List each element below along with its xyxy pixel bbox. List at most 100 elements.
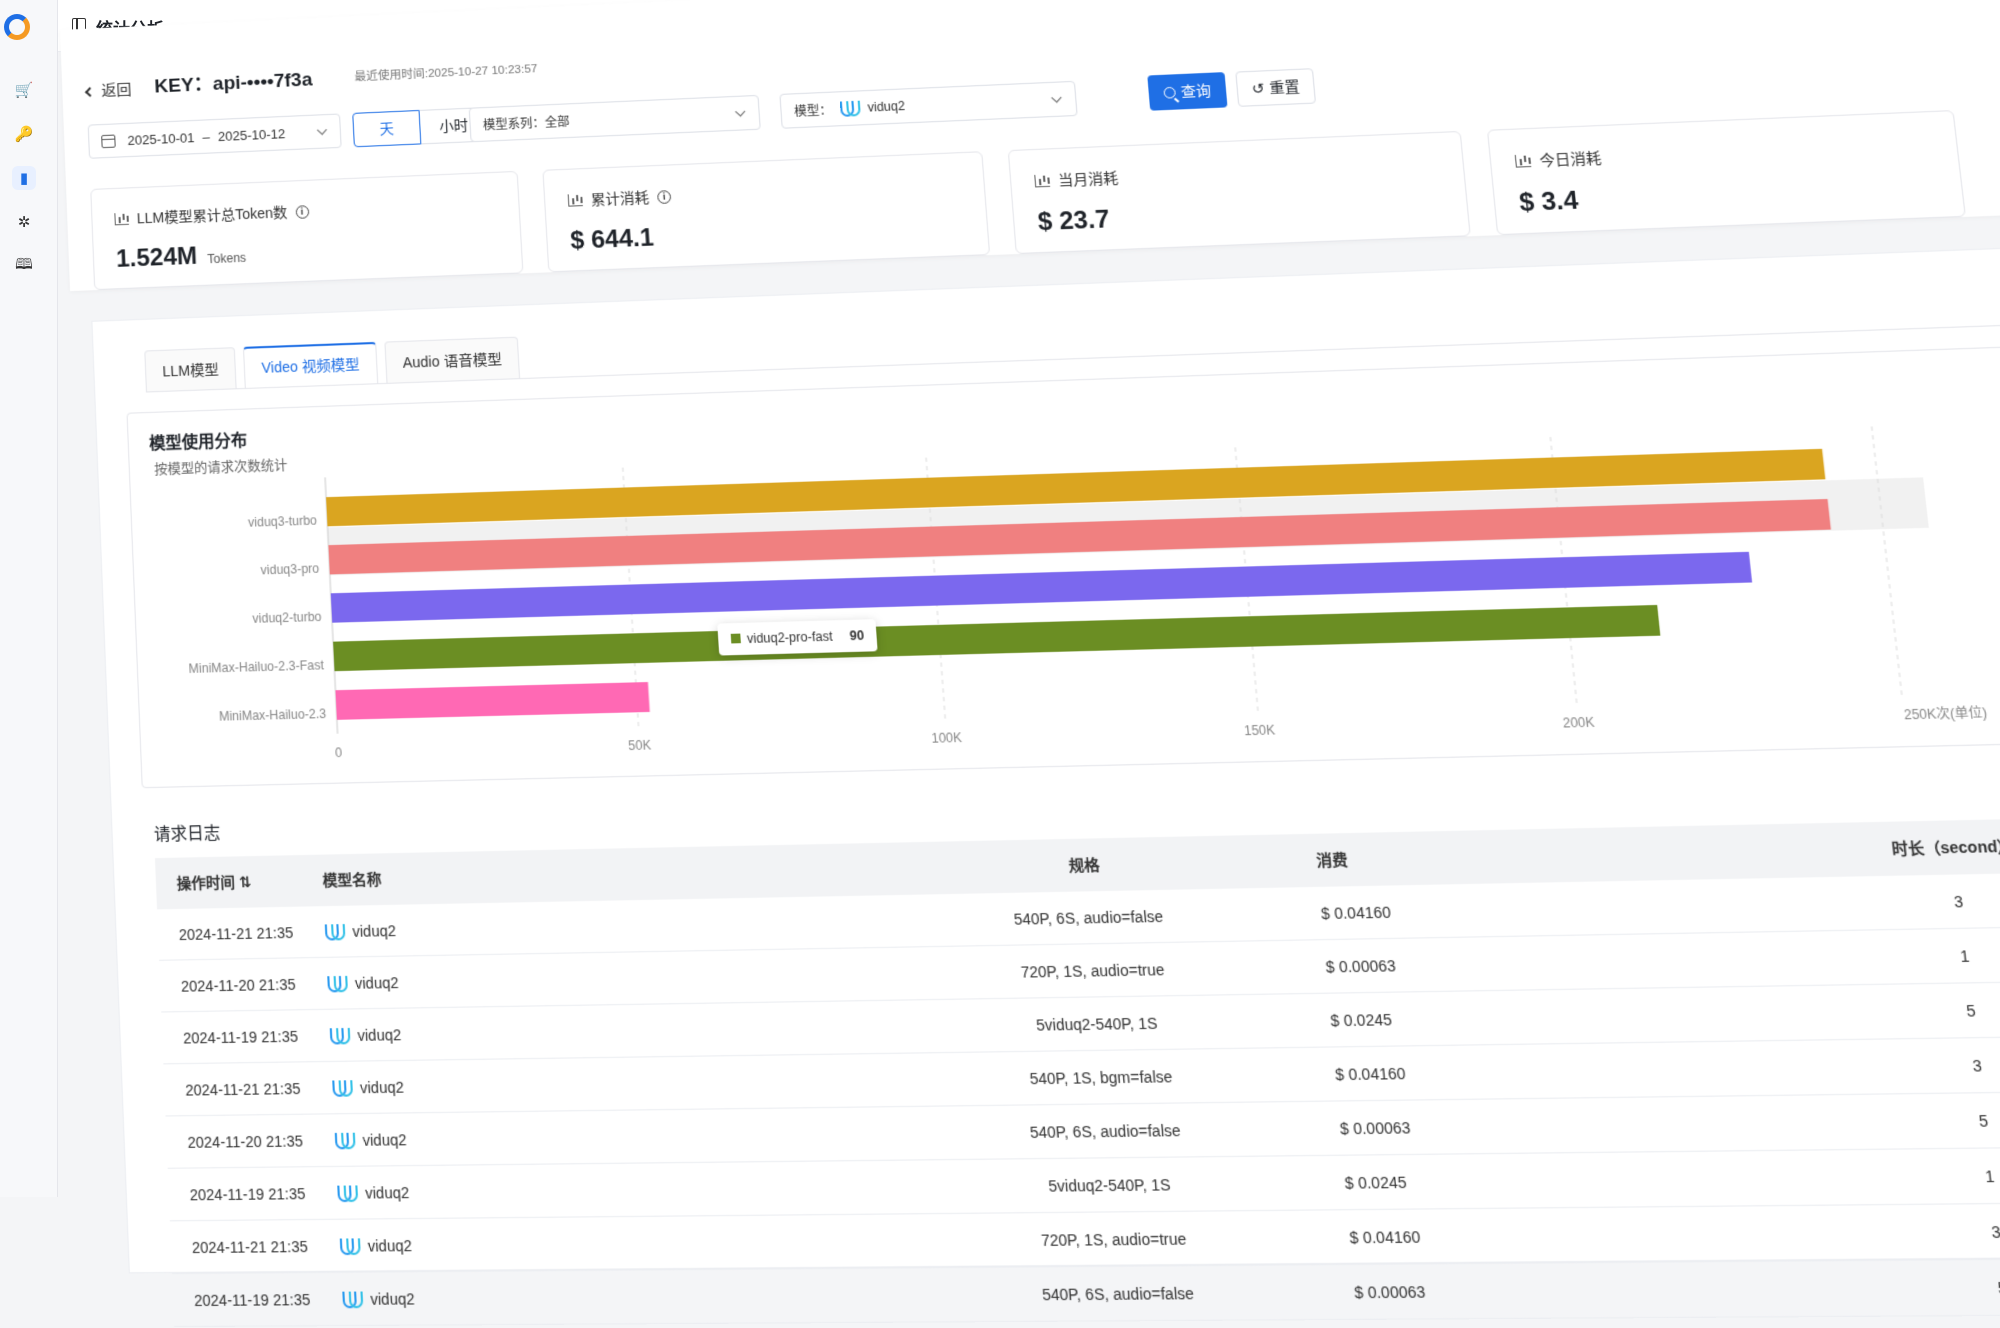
- chevron-left-icon: [85, 87, 95, 97]
- row-duration: 3: [1911, 1203, 2000, 1260]
- chevron-down-icon: [735, 107, 745, 117]
- tooltip-name: viduq2-pro-fast: [747, 629, 834, 646]
- date-start: 2025-10-01: [127, 130, 195, 148]
- row-duration: 5: [1887, 982, 2000, 1039]
- row-time: 2024-11-19 21:35: [193, 1273, 311, 1327]
- x-tick-label: 100K: [931, 730, 963, 746]
- row-model: viduq2: [336, 1166, 410, 1220]
- row-duration: 5: [1899, 1092, 2000, 1149]
- back-button[interactable]: 返回: [86, 79, 132, 102]
- row-spec: 5viduq2-540P, 1S: [963, 1157, 1257, 1214]
- row-model-name: viduq2: [357, 1026, 401, 1044]
- x-tick-label: 200K: [1562, 715, 1595, 731]
- stat-value: $ 23.7: [1037, 205, 1111, 236]
- model-icon[interactable]: ✲: [12, 210, 36, 234]
- stat-value: 1.524M: [116, 242, 198, 273]
- usage-chart-card: 模型使用分布 按模型的请求次数统计 0 50K 100K 150K 200K 250K次(…: [126, 346, 2000, 788]
- row-cost: $ 0.0245: [1342, 1155, 1409, 1210]
- stat-label: LLM模型累计总Token数: [136, 202, 287, 229]
- row-spec: 540P, 6S, audio=false: [944, 889, 1234, 947]
- row-spec: 5viduq2-540P, 1S: [952, 995, 1244, 1053]
- row-cost: $ 0.04160: [1333, 1047, 1408, 1102]
- col-duration-header: 时长（second）: [1869, 819, 2000, 876]
- row-spec: 540P, 6S, audio=false: [971, 1266, 1266, 1323]
- row-model-name: viduq2: [362, 1131, 407, 1149]
- vidu-logo-icon: [332, 1080, 352, 1096]
- stats-icon[interactable]: ▮: [12, 166, 36, 190]
- granularity-day[interactable]: 天: [352, 110, 421, 147]
- model-tabs-panel: LLM模型 Video 视频模型 Audio 语音模型 模型使用分布 按模型的请…: [91, 246, 2000, 1273]
- row-cost: $ 0.0245: [1328, 993, 1394, 1048]
- y-category-label: MiniMax-Hailuo-2.3: [219, 706, 327, 724]
- bar-chart-icon: [1034, 174, 1050, 187]
- y-category-label: MiniMax-Hailuo-2.3-Fast: [188, 658, 324, 676]
- stat-value: $ 644.1: [570, 224, 655, 255]
- model-filter-select[interactable]: 模型： viduq2: [779, 81, 1077, 129]
- row-time: 2024-11-20 21:35: [180, 958, 297, 1012]
- stat-card-total-cost: 累计消耗 i $ 644.1: [542, 151, 990, 272]
- app-logo[interactable]: [4, 14, 30, 40]
- col-time-header[interactable]: 操作时间 ⇅: [176, 856, 253, 909]
- key-icon[interactable]: 🔑: [12, 122, 36, 146]
- model-filter-value: viduq2: [867, 99, 905, 115]
- x-tick-label: 0: [335, 745, 343, 760]
- tab-audio[interactable]: Audio 语音模型: [384, 337, 520, 383]
- row-model: viduq2: [326, 957, 399, 1010]
- vidu-logo-icon: [840, 101, 860, 116]
- tab-llm[interactable]: LLM模型: [144, 347, 237, 391]
- vidu-logo-icon: [327, 976, 347, 991]
- book-icon[interactable]: 🕮: [12, 254, 36, 278]
- row-spec: 720P, 1S, audio=true: [948, 942, 1239, 1000]
- row-model-name: viduq2: [370, 1290, 415, 1308]
- series-filter-select[interactable]: 模型系列：全部: [469, 95, 761, 142]
- x-tick-label: 250K次(单位): [1903, 704, 1988, 723]
- refresh-icon: ↺: [1251, 79, 1265, 97]
- vidu-logo-icon: [337, 1185, 357, 1201]
- date-range-picker[interactable]: 2025-10-01 – 2025-10-12: [88, 113, 342, 158]
- calendar-icon: [101, 134, 116, 148]
- chevron-down-icon: [317, 125, 327, 135]
- row-duration: 3: [1875, 873, 2000, 930]
- header-panel: 返回 KEY：api-••••7f3a 最近使用时间:2025-10-27 10…: [60, 0, 2000, 291]
- row-spec: 540P, 1S, bgm=false: [955, 1049, 1247, 1107]
- date-end: 2025-10-12: [218, 126, 286, 144]
- row-cost: $ 0.04160: [1319, 886, 1393, 941]
- row-cost: $ 0.00063: [1352, 1264, 1428, 1320]
- vidu-logo-icon: [325, 924, 345, 939]
- row-cost: $ 0.00063: [1338, 1101, 1413, 1156]
- row-model-name: viduq2: [360, 1078, 405, 1096]
- vidu-logo-icon: [330, 1028, 350, 1044]
- last-used-time: 最近使用时间:2025-10-27 10:23:57: [354, 60, 538, 85]
- info-icon[interactable]: i: [657, 190, 671, 204]
- stat-card-today-cost: 今日消耗 $ 3.4: [1487, 110, 1966, 235]
- row-spec: 540P, 6S, audio=false: [959, 1103, 1252, 1160]
- chart-tooltip: viduq2-pro-fast 90: [717, 619, 878, 655]
- row-time: 2024-11-20 21:35: [186, 1115, 304, 1169]
- col-model-header: 模型名称: [321, 853, 382, 906]
- row-model-name: viduq2: [367, 1237, 412, 1255]
- tooltip-swatch: [731, 634, 741, 644]
- cart-icon[interactable]: 🛒: [12, 78, 36, 102]
- stat-label: 累计消耗: [590, 187, 649, 210]
- stat-card-month-cost: 当月消耗 $ 23.7: [1008, 131, 1471, 254]
- reset-button[interactable]: ↺ 重置: [1235, 68, 1316, 107]
- stat-value: $ 3.4: [1518, 186, 1580, 217]
- search-icon: [1163, 86, 1176, 98]
- y-category-label: viduq3-turbo: [248, 513, 318, 530]
- x-tick-label: 50K: [628, 738, 652, 754]
- row-duration: 5: [1917, 1259, 2000, 1316]
- info-icon[interactable]: i: [295, 205, 309, 219]
- tab-video[interactable]: Video 视频模型: [243, 342, 378, 388]
- row-time: 2024-11-19 21:35: [189, 1167, 307, 1221]
- row-cost: $ 0.00063: [1323, 939, 1398, 994]
- row-duration: 3: [1893, 1037, 2000, 1094]
- row-model: viduq2: [339, 1219, 413, 1273]
- row-model: viduq2: [324, 905, 397, 958]
- tooltip-value: 90: [849, 628, 864, 643]
- row-model-name: viduq2: [352, 922, 396, 940]
- content-stage: 返回 KEY：api-••••7f3a 最近使用时间:2025-10-27 10…: [60, 0, 2000, 1285]
- query-button[interactable]: 查询: [1147, 72, 1227, 111]
- key-title: KEY：api-••••7f3a: [154, 64, 313, 98]
- usage-bar-chart: 0 50K 100K 150K 200K250K次(单位)viduq3-turbovid…: [128, 347, 2000, 789]
- model-filter-label: 模型：: [794, 100, 833, 119]
